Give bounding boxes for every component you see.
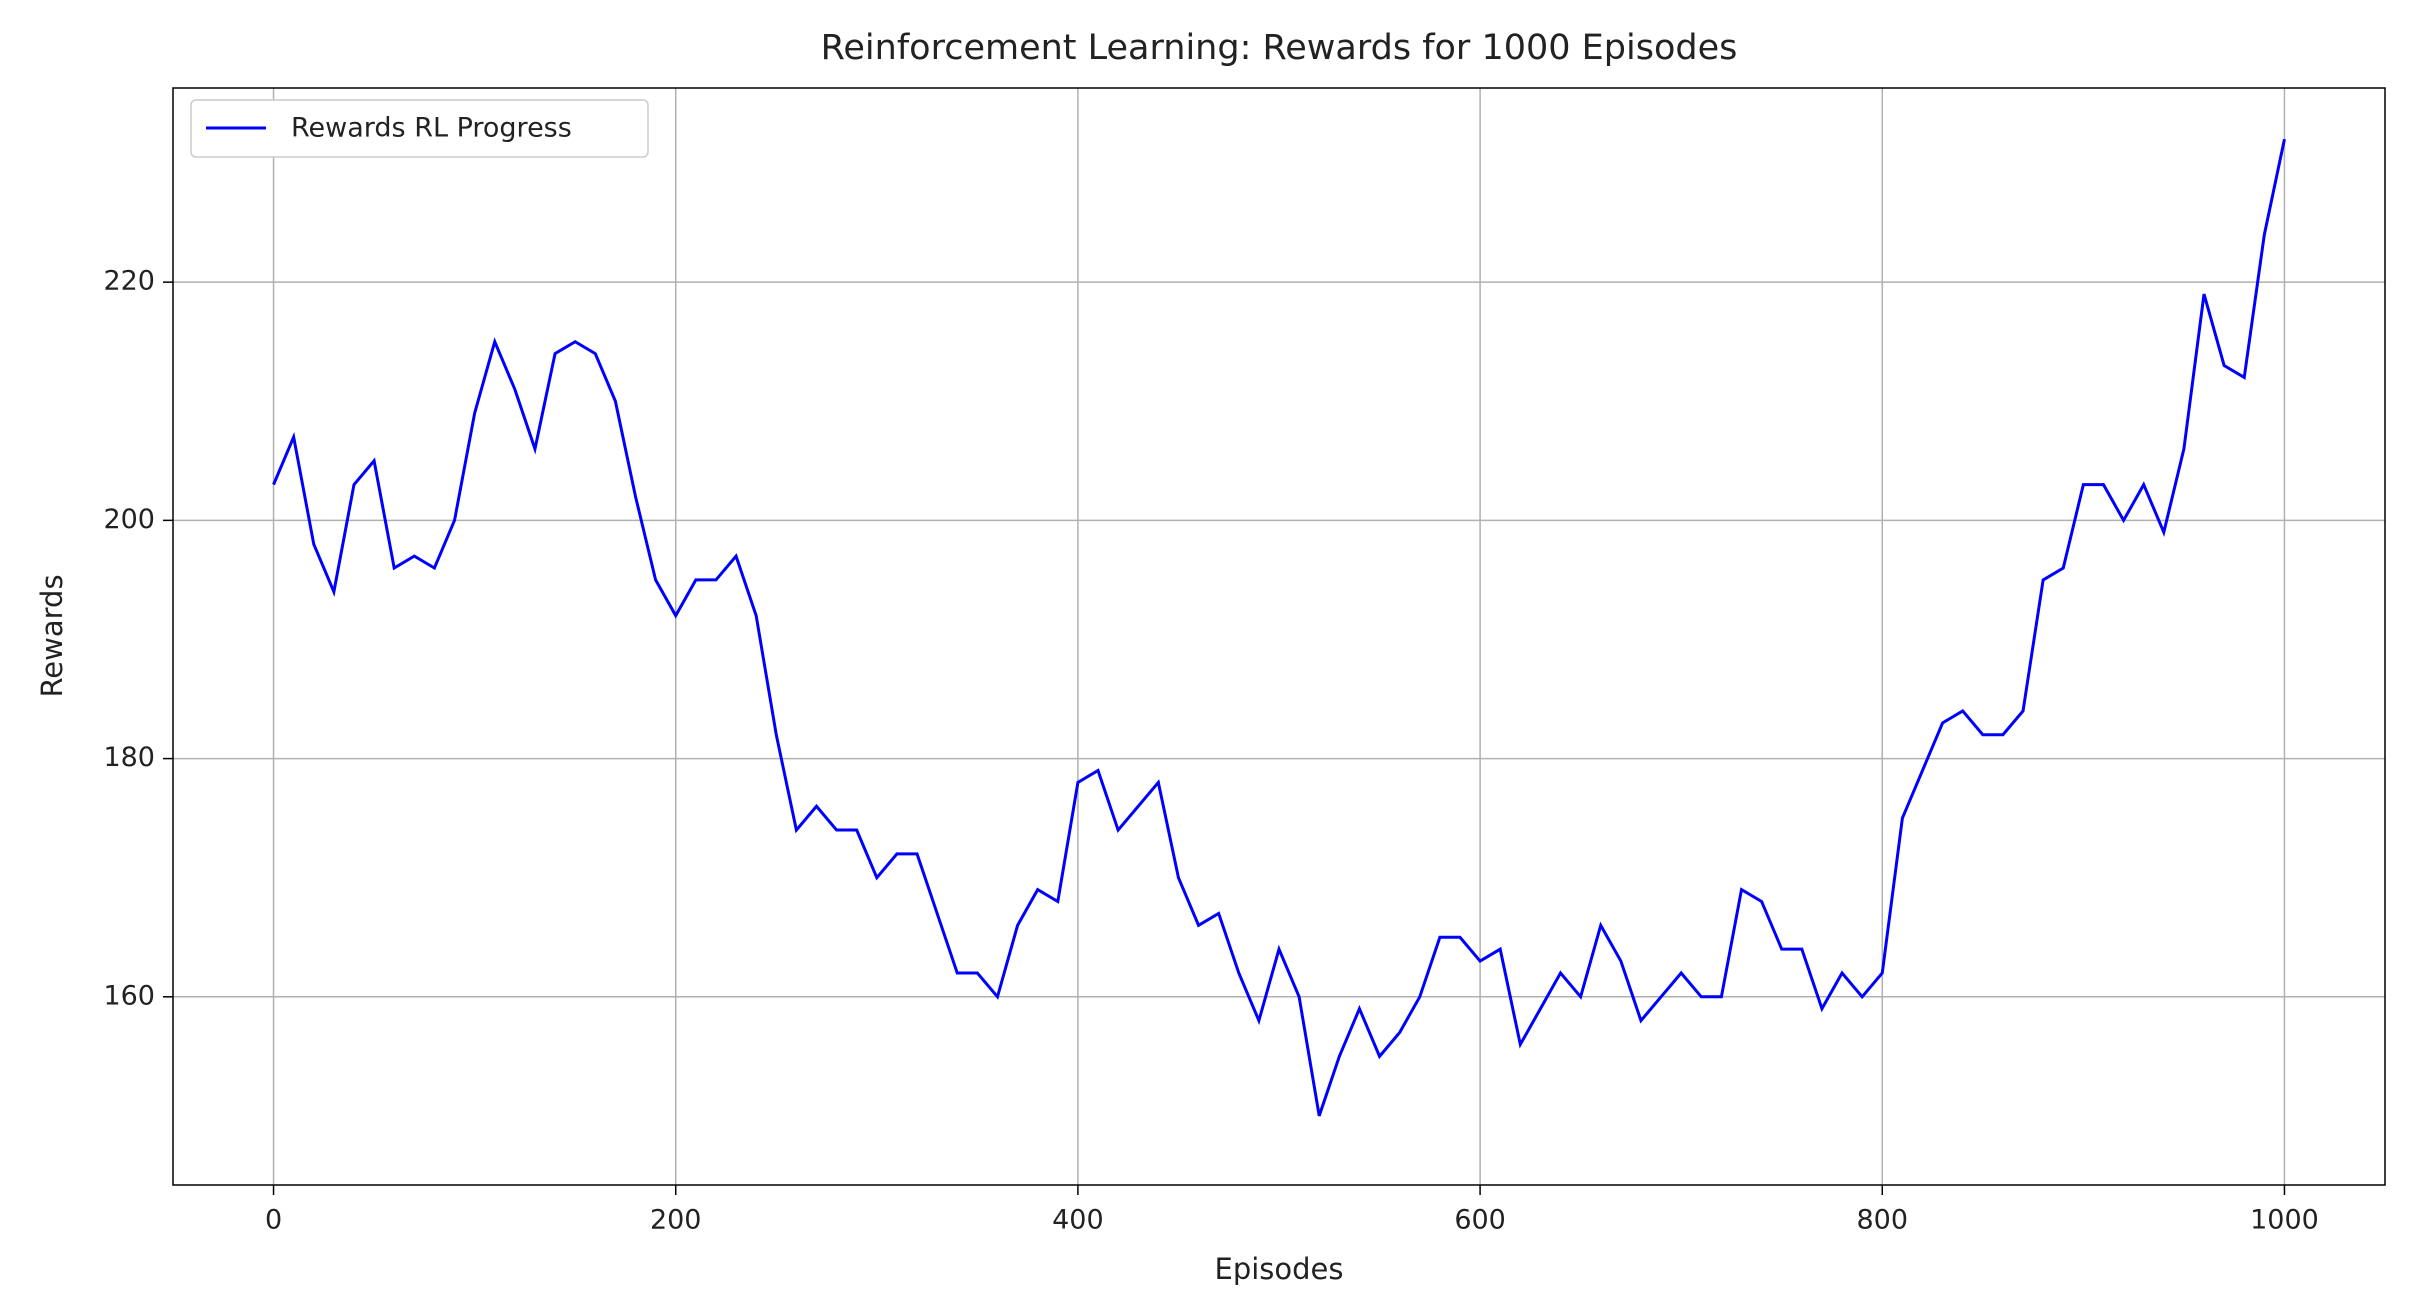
y-tick-label: 220 <box>103 266 155 297</box>
line-series <box>272 138 2286 1117</box>
y-axis-label: Rewards <box>35 574 69 697</box>
legend-box <box>190 99 649 158</box>
y-tick-label: 160 <box>103 980 155 1011</box>
x-tick-label: 0 <box>265 1205 282 1236</box>
x-tick-label: 1000 <box>2250 1205 2319 1236</box>
x-tick-label: 600 <box>1454 1205 1506 1236</box>
x-tick-label: 400 <box>1052 1205 1104 1236</box>
plot-frame <box>172 87 2386 1186</box>
legend-label: Rewards RL Progress <box>291 113 572 144</box>
y-tick-label: 180 <box>103 742 155 773</box>
x-tick-label: 800 <box>1856 1205 1908 1236</box>
y-tick-label: 200 <box>103 504 155 535</box>
x-axis-label: Episodes <box>1215 1252 1344 1286</box>
chart-title: Reinforcement Learning: Rewards for 1000… <box>821 28 1738 68</box>
x-tick-label: 200 <box>650 1205 702 1236</box>
